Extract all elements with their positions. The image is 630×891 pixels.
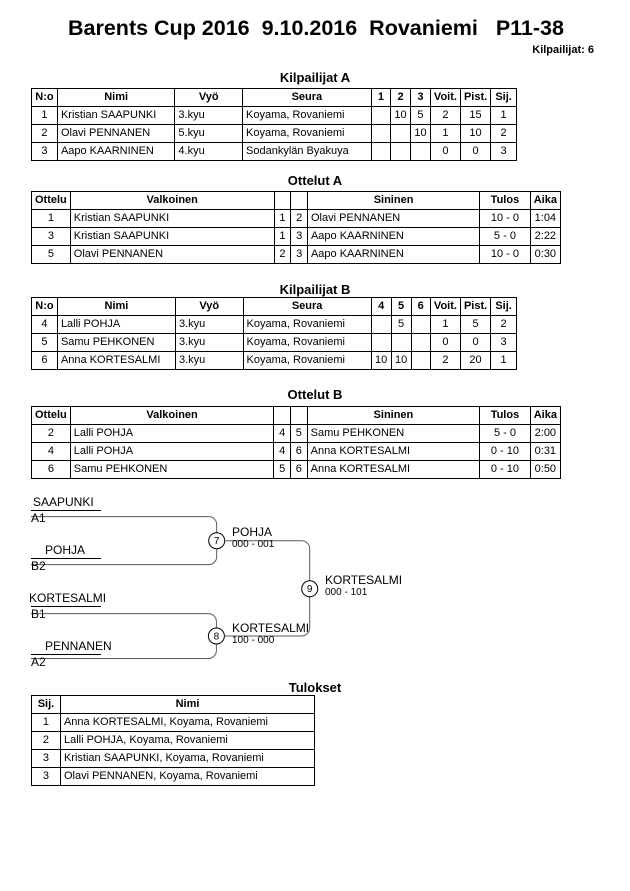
svg-text:7: 7	[214, 536, 220, 547]
svg-text:9: 9	[307, 584, 313, 595]
svg-text:8: 8	[214, 631, 220, 642]
